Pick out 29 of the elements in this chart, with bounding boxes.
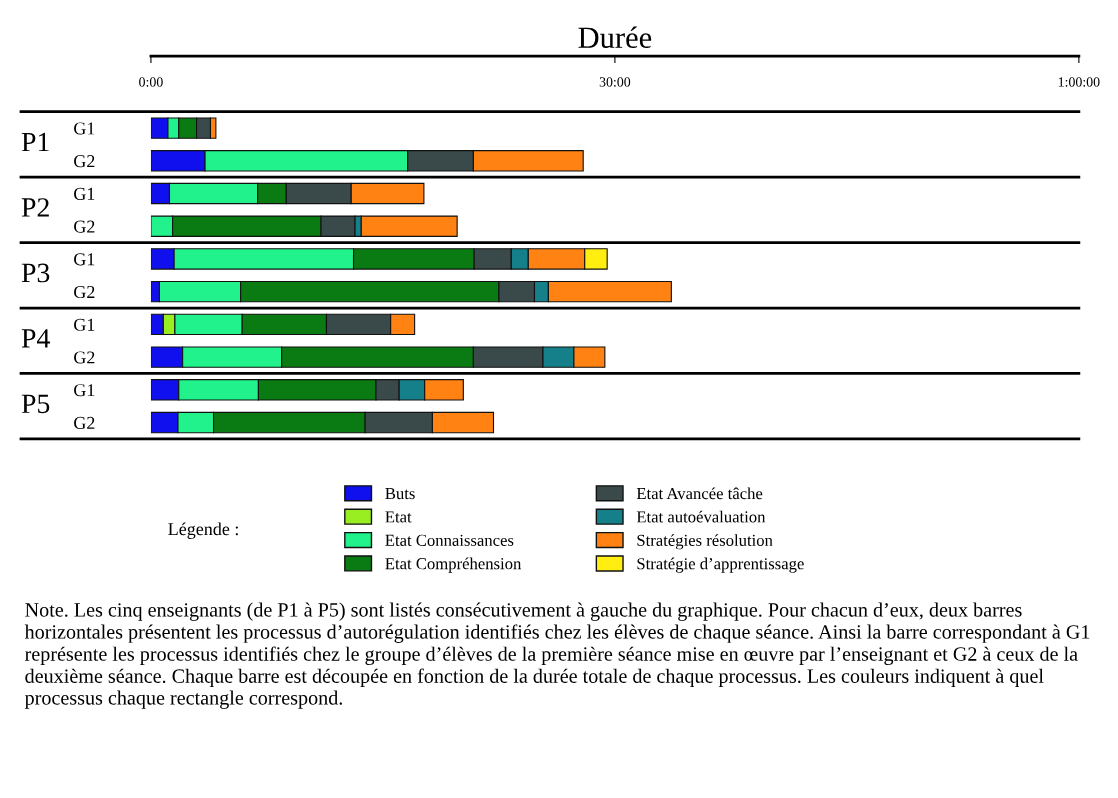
legend-label: Stratégie d’apprentissage xyxy=(637,557,804,573)
text: P5 xyxy=(21,394,50,414)
y-tick-label: G1 xyxy=(74,122,95,135)
y-tick-label: G1 xyxy=(74,187,95,200)
text: Note. Les cinq enseignants (de P1 à P5) sont listés consécutivement à gauche du graphique. Pour chacun d’eux, deux barres horizontales présentent les processus d’autorégulation identifiés chez les élèves de chaque séance. Ainsi la barre correspondant à G1 représente les processus identifiés chez le groupe d’élèves de la première séance mise en œuvre par l’enseignant et G2 à ceux de la deuxième séance. Chaque barre est découpée en fonction de la durée totale de chaque processus. Les couleurs indiquent à quel processus chaque rectangle correspond. xyxy=(24,602,1090,709)
text: P4 xyxy=(21,329,50,348)
text: P1 xyxy=(21,132,49,152)
y-tick-label: G2 xyxy=(74,351,95,364)
y-tick-label: G2 xyxy=(74,155,95,168)
x-tick-label: 30:00 xyxy=(599,77,631,87)
legend-label: Etat autoévaluation xyxy=(636,510,766,523)
x-tick-label: 0:00 xyxy=(139,77,163,87)
x-axis-title: Durée xyxy=(578,26,652,49)
x-tick-label: 1:00:00 xyxy=(1058,77,1100,87)
text: P3 xyxy=(21,263,50,283)
y-tick-label: G2 xyxy=(74,285,95,299)
y-tick-label: G1 xyxy=(74,253,95,266)
text: P2 xyxy=(21,198,49,217)
legend-label: Etat Avancée tâche xyxy=(636,487,763,500)
y-tick-label: G2 xyxy=(74,220,95,233)
legend-label: Etat xyxy=(385,511,412,523)
y-tick-label: G2 xyxy=(74,416,95,429)
legend-label: Etat Compréhension xyxy=(385,557,522,573)
y-tick-label: G1 xyxy=(74,318,95,331)
legend-label: Stratégies résolution xyxy=(637,534,773,550)
y-tick-label: G1 xyxy=(74,384,95,397)
legend-label: Etat Connaissances xyxy=(385,534,514,546)
legend-label: Buts xyxy=(385,488,415,500)
legend-title: Légende : xyxy=(168,522,238,539)
